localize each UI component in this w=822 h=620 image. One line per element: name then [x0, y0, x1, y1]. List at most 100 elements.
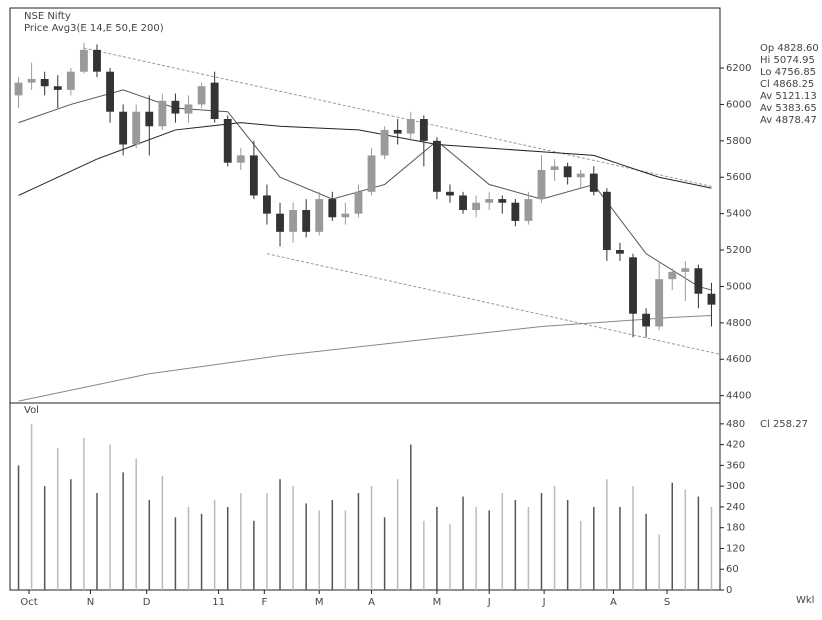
candle-body	[171, 100, 180, 114]
candle-body	[66, 71, 75, 90]
candle-body	[668, 271, 677, 280]
candle-body	[145, 111, 154, 127]
candle-body	[616, 250, 624, 254]
trendline	[266, 253, 720, 355]
candle-body	[276, 213, 284, 232]
x-tick-label: F	[261, 597, 267, 608]
moving-average	[18, 89, 712, 291]
info-line: Av 5121.13	[760, 91, 817, 102]
candle-body	[328, 199, 337, 218]
candle-body	[223, 119, 232, 163]
x-tick-label: 11	[212, 597, 225, 608]
candle-body	[419, 119, 428, 141]
info-line: Op 4828.60	[760, 43, 819, 54]
y-tick-label: 5000	[726, 281, 751, 292]
candle-body	[302, 210, 311, 232]
candle-body	[576, 173, 585, 178]
y-tick-label: 6200	[726, 63, 751, 74]
candle-body	[315, 199, 324, 232]
candle-body	[459, 195, 467, 211]
info-line: Lo 4756.85	[760, 67, 816, 78]
x-tick-label: M	[315, 597, 324, 608]
candle-body	[432, 140, 441, 192]
candle-body	[263, 195, 271, 214]
candle-body	[694, 268, 703, 294]
y-tick-label: 4400	[726, 391, 751, 402]
candle-body	[446, 191, 454, 196]
y-tick-label: 5200	[726, 245, 751, 256]
candle-body	[197, 86, 206, 105]
candle-body	[249, 155, 258, 196]
candle-body	[341, 213, 350, 218]
x-tick-label: M	[433, 597, 442, 608]
y2-tick-label: 0	[726, 585, 732, 596]
candle-body	[629, 257, 637, 314]
candle-body	[79, 49, 88, 72]
period: Wkl	[796, 595, 814, 606]
info-line: Av 5383.65	[760, 103, 817, 114]
candle-body	[602, 191, 611, 251]
candle-body	[93, 49, 101, 72]
moving-average	[18, 315, 712, 402]
candle-body	[498, 199, 507, 203]
candle-body	[406, 119, 415, 134]
x-tick-label: N	[87, 597, 94, 608]
candle-body	[210, 82, 219, 120]
candle-body	[550, 166, 559, 170]
x-tick-label: Oct	[20, 597, 37, 608]
candle-body	[524, 199, 533, 221]
candle-body	[53, 86, 62, 90]
candle-body	[132, 111, 141, 145]
y-tick-label: 5600	[726, 172, 751, 183]
trendline	[83, 47, 712, 187]
y-tick-label: 6000	[726, 99, 751, 110]
candle-body	[119, 111, 128, 145]
candle-body	[40, 78, 49, 87]
x-tick-label: J	[542, 597, 546, 608]
chart-title: NSE Nifty	[24, 11, 71, 22]
y2-tick-label: 480	[726, 419, 745, 430]
y2-tick-label: 120	[726, 543, 745, 554]
candle-body	[485, 199, 494, 203]
x-tick-label: A	[368, 597, 375, 608]
candle-body	[106, 71, 114, 112]
y-tick-label: 4600	[726, 354, 751, 365]
chart-subtitle: Price Avg3(E 14,E 50,E 200)	[24, 23, 164, 34]
x-tick-label: D	[143, 597, 151, 608]
candle-body	[655, 279, 664, 327]
candle-body	[158, 100, 167, 127]
candle-body	[707, 293, 716, 305]
candle-body	[537, 169, 546, 200]
candle-body	[27, 78, 36, 83]
y-tick-label: 4800	[726, 318, 751, 329]
volume-label: Vol	[24, 405, 39, 416]
x-tick-label: S	[664, 597, 670, 608]
candle-body	[642, 313, 651, 327]
candle-body	[184, 104, 193, 114]
x-tick-label: A	[610, 597, 617, 608]
y2-tick-label: 360	[726, 460, 745, 471]
candle-body	[354, 191, 363, 214]
candle-body	[236, 155, 245, 163]
y2-tick-label: 180	[726, 523, 745, 534]
candle-body	[563, 166, 572, 178]
candle-body	[14, 82, 23, 96]
info-line: Hi 5074.95	[760, 55, 815, 66]
plot-frame	[9, 7, 721, 591]
candle-body	[589, 173, 598, 192]
candle-body	[380, 129, 389, 156]
x-tick-label: J	[487, 597, 491, 608]
candle-body	[511, 202, 520, 221]
y2-tick-label: 60	[726, 564, 739, 575]
candle-body	[289, 210, 298, 232]
y2-tick-label: 420	[726, 440, 745, 451]
y2-tick-label: 240	[726, 502, 745, 513]
info-line: Cl 4868.25	[760, 79, 814, 90]
volume-info: Cl 258.27	[760, 419, 808, 430]
candle-body	[472, 202, 481, 211]
y2-tick-label: 300	[726, 481, 745, 492]
candle-body	[367, 155, 376, 192]
candle-body	[681, 268, 690, 272]
info-line: Av 4878.47	[760, 115, 817, 126]
